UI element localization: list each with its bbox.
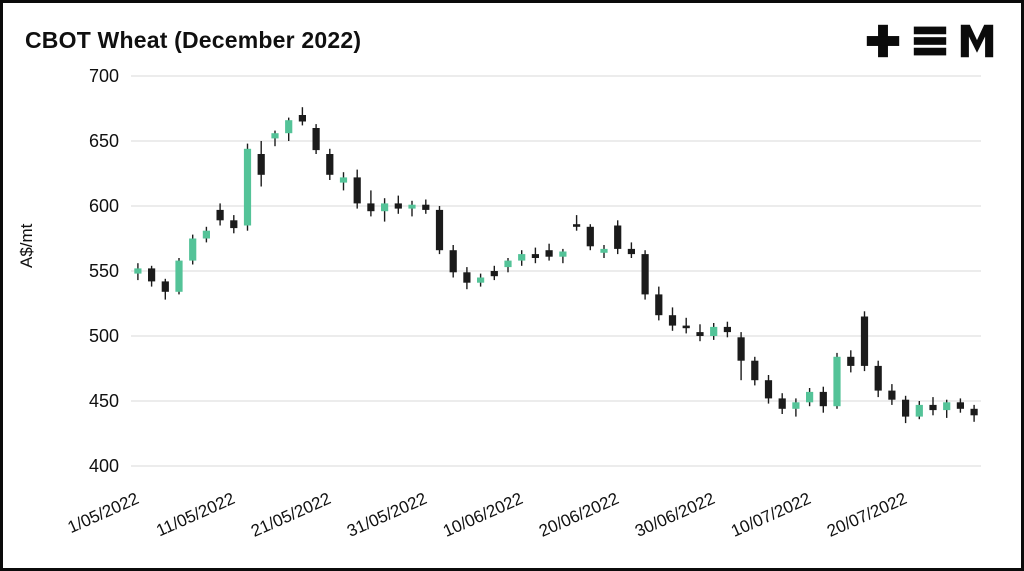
candle-body: [312, 128, 320, 151]
brand-logo: [865, 23, 995, 59]
y-tick-label: 700: [88, 66, 119, 86]
candle-body: [175, 260, 183, 292]
triple-bars-icon: [913, 26, 947, 56]
candle-body: [216, 209, 224, 221]
candle-body: [751, 360, 759, 381]
y-tick-label: 550: [88, 261, 119, 281]
candle-body: [161, 281, 169, 292]
candle-body: [847, 356, 855, 366]
candle-body: [559, 251, 567, 257]
plot-canvas: [131, 75, 981, 467]
candle-body: [367, 203, 375, 212]
candle-body: [285, 120, 293, 134]
candle-body: [819, 391, 827, 407]
candle-body: [655, 294, 663, 316]
candle-body: [641, 254, 649, 295]
plus-icon: [866, 24, 900, 58]
candle-body: [902, 399, 910, 417]
candle-body: [545, 250, 553, 257]
candle-body: [710, 326, 718, 336]
candle-body: [764, 380, 773, 399]
candle-body: [586, 226, 594, 247]
candle-body: [778, 398, 786, 409]
candle-body: [518, 254, 526, 261]
candle-body: [970, 408, 978, 416]
candle-body: [477, 277, 485, 283]
candle-body: [929, 404, 937, 411]
candle-body: [573, 224, 581, 227]
candle-body: [627, 248, 635, 255]
candle-body: [339, 177, 348, 183]
candle-body: [202, 230, 210, 239]
candle-body: [888, 390, 896, 400]
candle-body: [257, 154, 265, 175]
y-tick-label: 600: [88, 196, 119, 216]
y-axis-label: A$/mt: [17, 223, 36, 268]
candle-body: [737, 337, 745, 361]
candle-body: [915, 404, 923, 417]
candle-body: [490, 271, 498, 277]
candle-body: [956, 402, 964, 409]
candle-body: [504, 260, 512, 268]
y-tick-label: 400: [88, 456, 119, 476]
candle-body: [723, 326, 731, 333]
candle-body: [243, 148, 252, 226]
candle-body: [696, 332, 704, 336]
candle-body: [326, 154, 334, 175]
candle-body: [463, 272, 471, 283]
candle-body: [394, 203, 402, 209]
candle-body: [230, 220, 238, 229]
candle-body: [668, 315, 677, 326]
candle-body: [422, 204, 430, 210]
candle-body: [860, 316, 869, 366]
candle-body: [435, 209, 444, 251]
y-tick-label: 650: [88, 131, 119, 151]
candle-body: [614, 225, 622, 249]
candle-body: [943, 402, 951, 411]
y-tick-label: 500: [88, 326, 119, 346]
chart-title: CBOT Wheat (December 2022): [25, 27, 362, 53]
candle-body: [682, 325, 690, 329]
candle-body: [449, 250, 457, 273]
candle-body: [600, 248, 608, 253]
candle-body: [381, 203, 389, 212]
candle-body: [833, 356, 841, 407]
candle-body: [792, 402, 800, 409]
candle-body: [531, 254, 539, 258]
candle-body: [134, 268, 142, 274]
y-tick-label: 450: [88, 391, 119, 411]
candle-body: [353, 177, 361, 204]
candle-body: [874, 365, 882, 391]
candle-body: [271, 133, 279, 139]
candlestick-plot: [131, 75, 981, 467]
candle-body: [189, 238, 197, 261]
candle-body: [298, 115, 306, 122]
candle-body: [408, 204, 416, 209]
candle-body: [148, 268, 156, 282]
candle-body: [806, 391, 814, 403]
m-icon: [960, 24, 994, 58]
